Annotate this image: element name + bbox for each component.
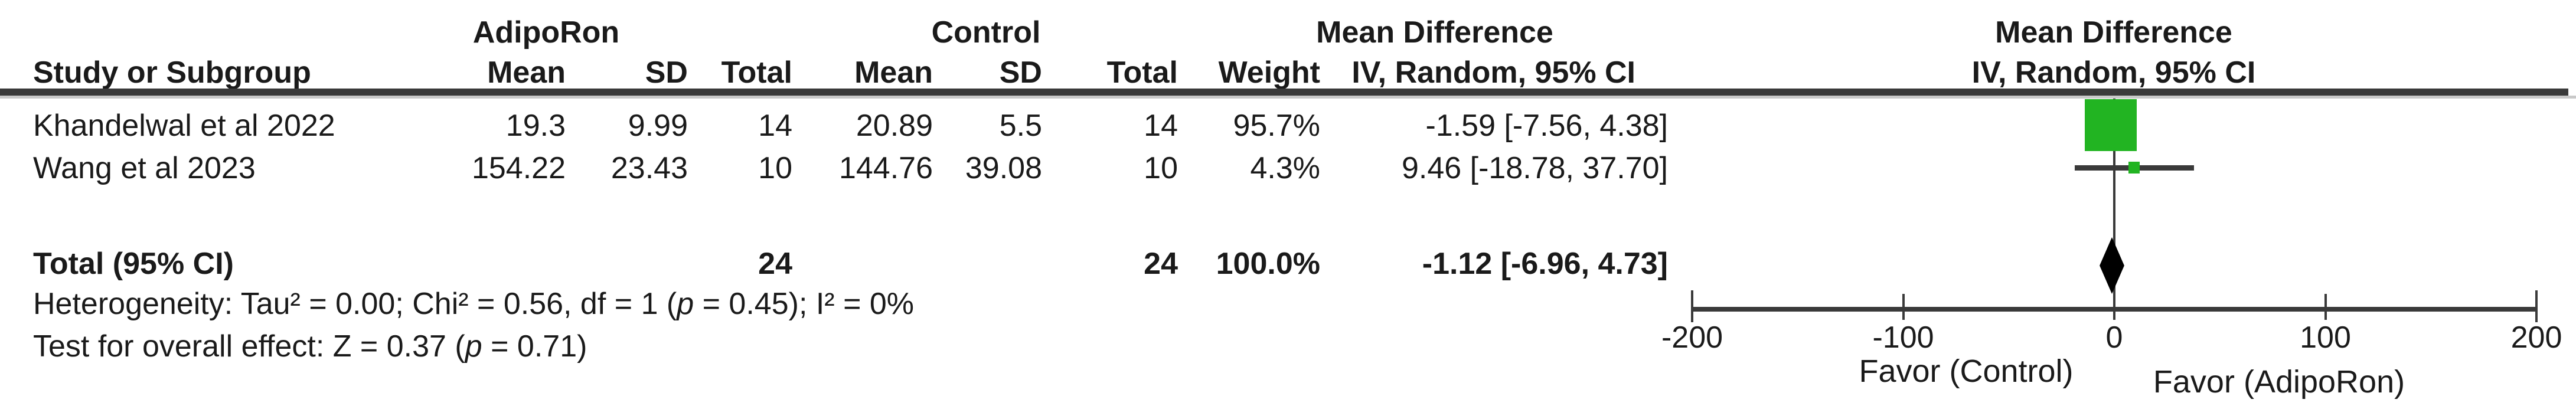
zero-reference-line <box>2113 99 2115 312</box>
group-header-mean-difference: Mean Difference <box>1316 15 1553 50</box>
col-header-iv-ci: IV, Random, 95% CI <box>1351 55 1635 90</box>
col-header-total-2: Total <box>1106 55 1178 90</box>
group-header-control: Control <box>931 15 1041 50</box>
total-weight: 100.0% <box>1216 247 1320 281</box>
x-axis-tick <box>2535 290 2538 322</box>
mean-value: 144.76 <box>838 151 933 185</box>
x-axis-tick <box>2113 294 2115 320</box>
p-symbol: p <box>677 287 694 321</box>
x-axis-tick-label: -100 <box>1872 320 1934 355</box>
weight-value: 95.7% <box>1233 109 1320 143</box>
mean-value: 20.89 <box>856 109 933 143</box>
total-value: 10 <box>1144 151 1178 185</box>
x-axis-tick-label: 100 <box>2300 320 2351 355</box>
total-value: 14 <box>1144 109 1178 143</box>
x-axis-tick <box>2324 294 2327 320</box>
study-label: Wang et al 2023 <box>33 151 256 185</box>
plot-header-line2: IV, Random, 95% CI <box>1971 55 2256 90</box>
col-header-study: Study or Subgroup <box>33 55 311 90</box>
ci-text: 9.46 [-18.78, 37.70] <box>1401 151 1668 185</box>
x-axis-tick-label: -200 <box>1661 320 1723 355</box>
total-value: 10 <box>758 151 792 185</box>
plot-header-line1: Mean Difference <box>1995 15 2232 50</box>
mean-value: 154.22 <box>471 151 566 185</box>
sd-value: 5.5 <box>999 109 1042 143</box>
x-axis-tick <box>1691 290 1693 322</box>
sd-value: 23.43 <box>610 151 688 185</box>
group-header-adiporon: AdipoRon <box>472 15 620 50</box>
x-axis-tick-label: 0 <box>2105 320 2123 355</box>
ci-text: -1.59 [-7.56, 4.38] <box>1425 109 1669 143</box>
x-axis-tick-label: 200 <box>2510 320 2562 355</box>
col-header-sd-2: SD <box>999 55 1042 90</box>
total-ci-text: -1.12 [-6.96, 4.73] <box>1422 247 1668 281</box>
col-header-weight: Weight <box>1218 55 1320 90</box>
study-label: Khandelwal et al 2022 <box>33 109 335 143</box>
header-separator-line <box>0 89 2568 96</box>
weight-square <box>2128 162 2140 174</box>
total-diamond <box>2100 237 2124 294</box>
total-n-adiporon: 24 <box>758 247 792 281</box>
sd-value: 9.99 <box>628 109 688 143</box>
heterogeneity-text-pre: Heterogeneity: Tau² = 0.00; Chi² = 0.56,… <box>33 287 677 321</box>
total-label: Total (95% CI) <box>33 247 234 281</box>
weight-square <box>2085 99 2137 151</box>
sd-value: 39.08 <box>965 151 1042 185</box>
overall-effect-text: Test for overall effect: Z = 0.37 (p = 0… <box>33 328 587 365</box>
overall-effect-text-post: = 0.71) <box>482 329 587 364</box>
total-n-control: 24 <box>1144 247 1178 281</box>
col-header-total-1: Total <box>721 55 792 90</box>
heterogeneity-text-post: = 0.45); I² = 0% <box>694 287 915 321</box>
col-header-sd-1: SD <box>645 55 688 90</box>
total-value: 14 <box>758 109 792 143</box>
favor-right-label: Favor (AdipoRon) <box>2153 364 2405 400</box>
header-separator-shadow-line <box>0 96 2576 99</box>
weight-value: 4.3% <box>1250 151 1320 185</box>
heterogeneity-text: Heterogeneity: Tau² = 0.00; Chi² = 0.56,… <box>33 286 914 322</box>
p-symbol: p <box>465 329 482 364</box>
overall-effect-text-pre: Test for overall effect: Z = 0.37 ( <box>33 329 465 364</box>
col-header-mean-2: Mean <box>854 55 933 90</box>
col-header-mean-1: Mean <box>487 55 566 90</box>
x-axis-tick <box>1902 294 1905 320</box>
favor-left-label: Favor (Control) <box>1859 353 2074 389</box>
mean-value: 19.3 <box>505 109 566 143</box>
